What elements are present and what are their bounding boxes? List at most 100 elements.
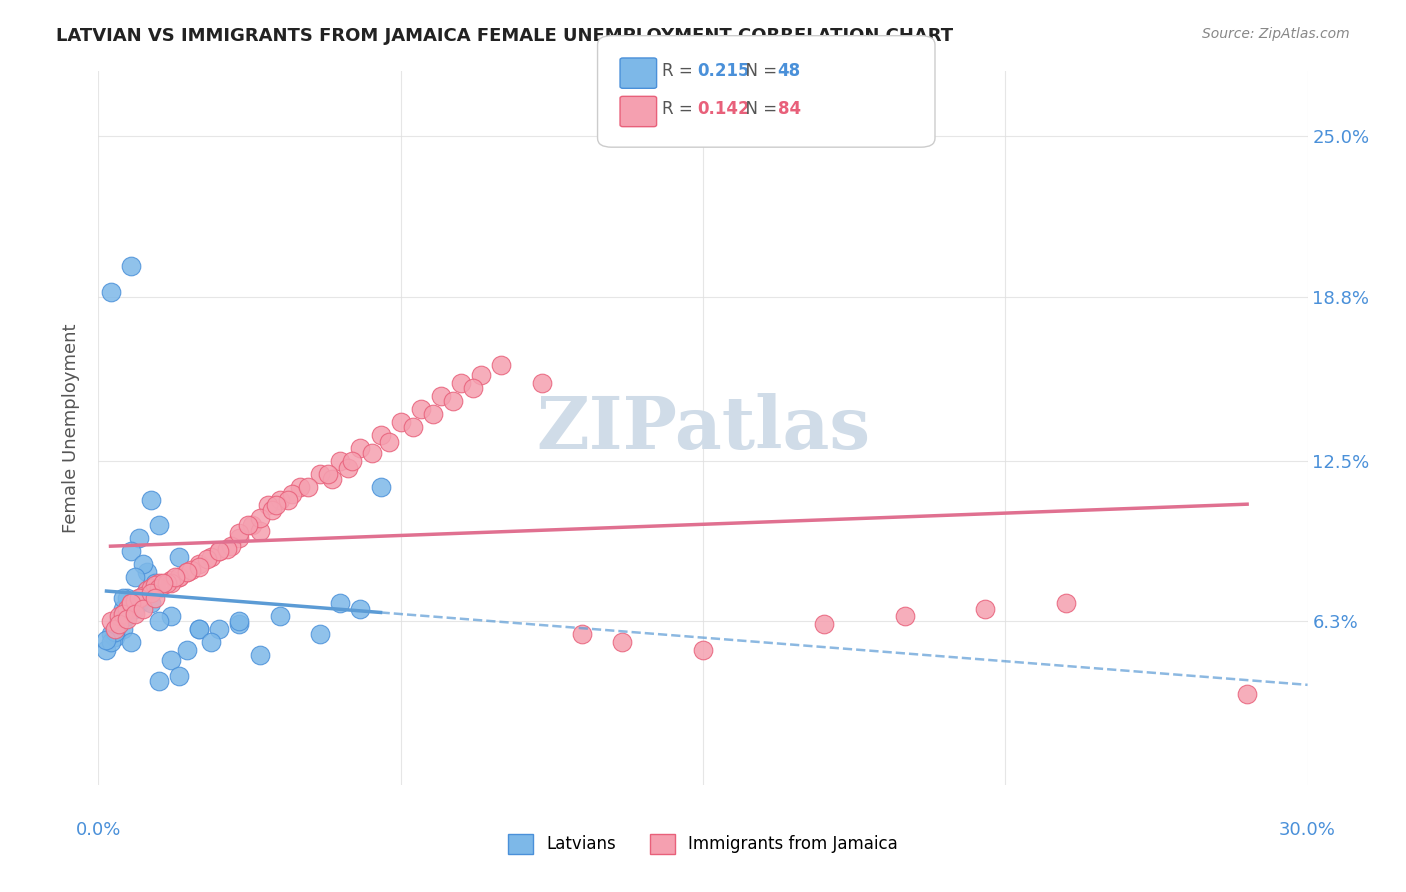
Point [167, 570, 190, 584]
Point [188, 622, 211, 636]
Point [260, 503, 283, 517]
Point [167, 570, 190, 584]
Point [337, 461, 360, 475]
Point [228, 615, 250, 629]
Point [167, 669, 190, 683]
Point [143, 575, 166, 590]
Point [249, 510, 271, 524]
Point [115, 612, 138, 626]
Point [135, 583, 157, 598]
Y-axis label: Female Unemployment: Female Unemployment [62, 324, 80, 533]
Point [491, 358, 513, 372]
Point [107, 615, 129, 629]
Point [329, 453, 352, 467]
Point [152, 575, 174, 590]
Point [329, 596, 352, 610]
Point [128, 532, 150, 546]
Point [441, 393, 464, 408]
Point [100, 615, 122, 629]
Point [1236, 687, 1258, 701]
Point [430, 389, 453, 403]
Point [530, 376, 553, 390]
Point [107, 617, 129, 632]
Point [139, 596, 162, 610]
Point [111, 622, 134, 636]
Point [370, 479, 392, 493]
Point [111, 591, 134, 606]
Point [128, 591, 150, 606]
Point [422, 407, 444, 421]
Point [180, 563, 202, 577]
Point [195, 552, 218, 566]
Text: R =: R = [662, 62, 699, 79]
Point [176, 565, 198, 579]
Point [974, 601, 997, 615]
Point [1054, 596, 1077, 610]
Point [228, 532, 250, 546]
Point [309, 627, 332, 641]
Point [349, 441, 371, 455]
Point [100, 627, 122, 641]
Point [120, 259, 142, 273]
Point [228, 526, 250, 541]
Point [450, 376, 472, 390]
Point [143, 578, 166, 592]
Point [160, 573, 183, 587]
Point [188, 560, 211, 574]
Point [143, 591, 166, 606]
Point [120, 635, 142, 649]
Text: N =: N = [735, 100, 783, 118]
Point [249, 648, 271, 663]
Point [612, 635, 634, 649]
Point [115, 609, 138, 624]
Point [148, 581, 170, 595]
Point [269, 609, 291, 624]
Point [240, 518, 263, 533]
Point [361, 446, 384, 460]
Point [120, 596, 142, 610]
Point [107, 615, 129, 629]
Point [370, 427, 392, 442]
Point [208, 544, 231, 558]
Point [124, 607, 146, 621]
Point [692, 643, 714, 657]
Point [107, 609, 129, 624]
Point [221, 539, 243, 553]
Point [132, 601, 155, 615]
Point [409, 401, 432, 416]
Point [200, 549, 222, 564]
Text: 0.0%: 0.0% [76, 821, 121, 838]
Text: 30.0%: 30.0% [1279, 821, 1336, 838]
Point [132, 589, 155, 603]
Point [463, 381, 485, 395]
Point [160, 575, 183, 590]
Point [893, 609, 915, 624]
Point [389, 415, 412, 429]
Point [236, 518, 259, 533]
Point [148, 518, 170, 533]
Point [139, 586, 162, 600]
Point [277, 492, 299, 507]
Point [249, 524, 271, 538]
Point [139, 581, 162, 595]
Point [124, 570, 146, 584]
Point [470, 368, 492, 382]
Point [103, 630, 125, 644]
Point [256, 498, 278, 512]
Point [111, 601, 134, 615]
Point [342, 453, 364, 467]
Point [115, 591, 138, 606]
Point [128, 591, 150, 606]
Point [100, 635, 122, 649]
Point [103, 622, 125, 636]
Point [281, 487, 304, 501]
Point [402, 420, 425, 434]
Legend: Latvians, Immigrants from Jamaica: Latvians, Immigrants from Jamaica [501, 825, 905, 863]
Point [208, 544, 231, 558]
Point [200, 635, 222, 649]
Text: 48: 48 [778, 62, 800, 79]
Text: LATVIAN VS IMMIGRANTS FROM JAMAICA FEMALE UNEMPLOYMENT CORRELATION CHART: LATVIAN VS IMMIGRANTS FROM JAMAICA FEMAL… [56, 27, 953, 45]
Text: R =: R = [662, 100, 699, 118]
Point [167, 549, 190, 564]
Point [269, 492, 291, 507]
